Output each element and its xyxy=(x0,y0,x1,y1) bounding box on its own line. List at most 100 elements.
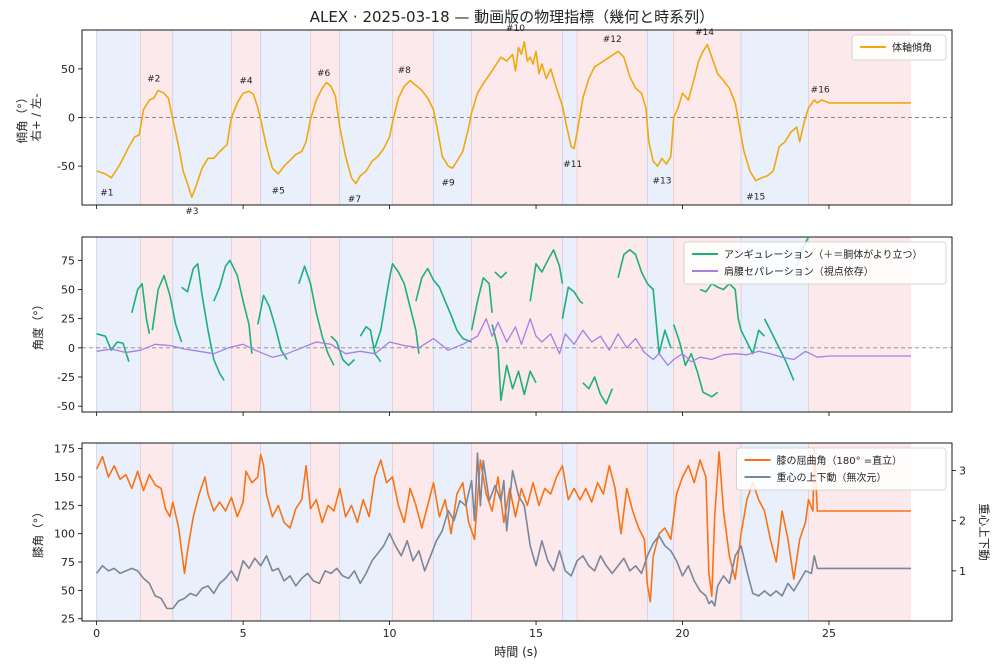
series-line-angles-0 xyxy=(561,286,584,319)
series-line-angles-0 xyxy=(470,277,493,331)
legend: アンギュレーション（＋＝胴体がより立つ） 肩腰セパレーション（視点依存） xyxy=(683,241,947,285)
y-tick-label: 50 xyxy=(61,584,75,597)
y-tick-label: 150 xyxy=(54,471,75,484)
series-line-angles-0 xyxy=(96,333,130,363)
series-line-angles-0 xyxy=(330,335,355,367)
series-line-angles-0 xyxy=(617,249,672,355)
y-right-tick-label: 2 xyxy=(959,515,966,528)
x-tick-label: 0 xyxy=(93,627,100,640)
y-axis-label: 傾角（°）右+ / 左- xyxy=(15,92,43,144)
y-tick-label: 125 xyxy=(54,499,75,512)
series-line-knee_com-1 xyxy=(95,452,911,610)
phase-annotation: #16 xyxy=(811,85,830,95)
panel-knee_com: 0 5 10 15 20 25 25 50 75 100 125 150 175 膝角（°） 1 2 3 重心上下… xyxy=(31,442,991,640)
y-tick-label: -50 xyxy=(57,160,75,173)
y-tick-label: 0 xyxy=(68,342,75,355)
phase-band-blue xyxy=(96,443,141,621)
phase-band-blue xyxy=(172,237,232,412)
phase-band-blue xyxy=(562,443,578,621)
y-tick-label: 175 xyxy=(54,443,75,456)
panel-angles: -50 -25 0 25 50 75 角度（°） アンギュレーション（＋＝胴体がより立つ） 肩腰… xyxy=(31,236,953,416)
y-axis-label: 膝角（°） xyxy=(31,506,45,558)
series-line-angles-0 xyxy=(151,274,183,343)
legend-label: 膝の屈曲角（180° =直立） xyxy=(777,454,903,467)
phase-annotation: #1 xyxy=(100,188,113,198)
phase-annotation: #2 xyxy=(147,75,160,85)
legend-label: アンギュレーション（＋＝胴体がより立つ） xyxy=(724,248,923,261)
series-line-angles-0 xyxy=(131,282,151,334)
phase-band-blue xyxy=(339,237,393,412)
phase-band-blue xyxy=(260,237,311,412)
y-tick-label: 25 xyxy=(61,313,75,326)
phase-annotation: #15 xyxy=(746,192,765,202)
series-line-angles-0 xyxy=(582,376,613,405)
phase-band-blue xyxy=(172,443,232,621)
phase-band-red xyxy=(471,237,563,412)
phase-band-red xyxy=(140,237,173,412)
phase-band-red xyxy=(140,443,173,621)
phase-band-red xyxy=(231,237,261,412)
series-line-lean-0 xyxy=(96,40,911,198)
series-lines xyxy=(96,40,911,198)
axes-frame xyxy=(81,236,953,413)
y-tick-label: 0 xyxy=(68,112,75,125)
x-tick-label: 25 xyxy=(822,627,836,640)
y-right-axis-label: 重心上下動 xyxy=(977,503,991,561)
phase-band-red xyxy=(310,237,340,412)
figure-title: ALEX · 2025-03-18 — 動画版の物理指標（幾何と時系列） xyxy=(310,8,714,26)
series-line-angles-0 xyxy=(359,326,382,363)
phase-annotation: #9 xyxy=(442,179,456,189)
x-axis-label: 時間 (s) xyxy=(494,645,537,659)
series-line-angles-0 xyxy=(257,294,288,360)
y-right-tick-label: 3 xyxy=(959,465,966,478)
phase-band-blue xyxy=(260,443,311,621)
phase-annotation: #6 xyxy=(317,69,331,79)
phase-band-red xyxy=(392,443,434,621)
legend: 膝の屈曲角（180° =直立） 重心の上下動（無次元） xyxy=(736,447,947,491)
x-tick-label: 15 xyxy=(529,627,543,640)
phase-annotation: #7 xyxy=(348,195,361,205)
phase-annotation: #5 xyxy=(272,186,285,196)
series-line-angles-0 xyxy=(491,324,537,402)
phase-annotation: #10 xyxy=(506,24,525,34)
legend-label: 体軸傾角 xyxy=(892,41,932,54)
phase-bands xyxy=(96,237,911,412)
series-line-angles-0 xyxy=(672,324,719,398)
phase-band-red xyxy=(577,443,648,621)
y-right-tick-label: 1 xyxy=(959,565,966,578)
phase-band-red xyxy=(577,237,648,412)
phase-annotation: #8 xyxy=(398,66,412,76)
series-lines xyxy=(96,237,911,405)
legend: 体軸傾角 xyxy=(851,34,947,61)
phase-annotation: #4 xyxy=(239,77,253,87)
phase-band-blue xyxy=(96,237,141,412)
y-tick-label: 75 xyxy=(61,254,75,267)
phase-band-blue xyxy=(339,443,393,621)
phase-annotation: #12 xyxy=(603,35,622,45)
y-tick-label: 50 xyxy=(61,63,75,76)
phase-annotation: #14 xyxy=(695,28,714,38)
series-line-angles-1 xyxy=(96,318,911,366)
legend-box xyxy=(851,34,947,61)
series-line-angles-0 xyxy=(415,267,472,343)
x-tick-label: 10 xyxy=(383,627,397,640)
series-line-angles-0 xyxy=(298,265,335,366)
phase-band-red xyxy=(471,443,563,621)
phase-band-red xyxy=(392,237,434,412)
phase-band-blue xyxy=(433,237,472,412)
phase-band-red xyxy=(231,443,261,621)
y-tick-label: 25 xyxy=(61,613,75,626)
phase-band-blue xyxy=(562,237,578,412)
y-tick-label: 100 xyxy=(54,528,75,541)
phase-annotation: #3 xyxy=(185,207,198,217)
phase-band-blue xyxy=(433,443,472,621)
phase-band-red xyxy=(310,443,340,621)
series-line-angles-0 xyxy=(494,271,508,279)
series-line-angles-0 xyxy=(763,318,795,381)
panel-lean: -50 0 50 傾角（°）右+ / 左- #1 #2 #3 #4 #5 #6 #7 #8 #9 #10 #… xyxy=(15,24,953,217)
x-tick-label: 5 xyxy=(240,627,247,640)
legend-label: 重心の上下動（無次元） xyxy=(777,471,887,484)
phase-annotation: #11 xyxy=(563,160,582,170)
